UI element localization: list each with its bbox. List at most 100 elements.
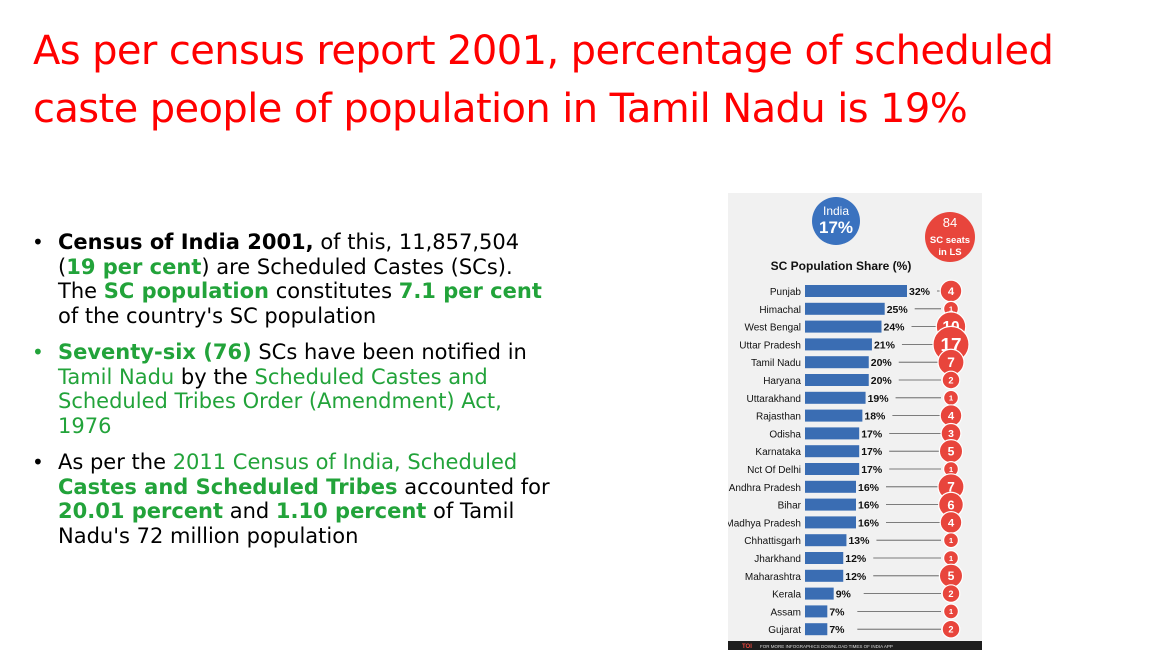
category-label: West Bengal (744, 323, 801, 334)
seat-count: 1 (949, 536, 954, 545)
category-label: Punjab (770, 287, 802, 298)
bullet-marker: • (32, 230, 44, 254)
seat-count: 2 (948, 625, 953, 635)
bar-uttar-pradesh (805, 338, 872, 351)
seats-label-line2: in LS (938, 247, 961, 258)
seat-circle (941, 584, 961, 604)
value-label: 19% (868, 393, 890, 405)
bullet-text-run: Census of India 2001, (58, 230, 314, 254)
seat-circle (941, 370, 961, 390)
category-label: Haryana (763, 376, 801, 387)
bullet-text-run: ) are Scheduled Castes (SCs). The (58, 254, 513, 304)
category-label: Uttar Pradesh (739, 340, 801, 351)
value-label: 16% (858, 482, 880, 494)
seat-count: 7 (947, 480, 955, 495)
value-label: 7% (829, 624, 845, 636)
footer-text: FOR MORE INFOGRAPHICS DOWNLOAD TIMES OF … (760, 644, 893, 649)
seat-circle (941, 619, 961, 639)
category-label: Uttarakhand (747, 394, 801, 405)
seat-count: 5 (948, 445, 955, 459)
bar-bihar (805, 498, 856, 511)
slide-title: As per census report 2001, percentage of… (33, 28, 1054, 132)
bullet-text-run: of the country's SC population (58, 303, 377, 328)
seat-count: 6 (947, 497, 954, 512)
value-label: 25% (887, 304, 909, 316)
bullet-text-run: and (223, 499, 276, 523)
seat-count: 4 (948, 518, 955, 530)
category-label: Tamil Nadu (751, 358, 801, 369)
seat-circle (943, 532, 959, 549)
seat-count: 1 (949, 554, 954, 563)
bar-odisha (805, 427, 860, 440)
seat-count: 3 (948, 429, 954, 440)
seat-count: 1 (949, 394, 954, 403)
infographic-footer (728, 641, 982, 650)
bar-andhra-pradesh (805, 480, 856, 493)
bar-haryana (805, 374, 869, 386)
category-label: Madhya Pradesh (728, 518, 801, 529)
seat-circle (943, 603, 959, 620)
value-label: 18% (864, 411, 886, 423)
bar-assam (805, 605, 828, 618)
bar-nct-of-delhi (805, 463, 860, 475)
bullet-list: • Census of India 2001, of this, 11,857,5… (30, 230, 550, 560)
chart-title: SC Population Share (%) (771, 259, 912, 273)
bullet-text-run: Scheduled Castes and Scheduled Tribes Or… (58, 364, 502, 438)
category-label: Odisha (769, 429, 801, 440)
seat-count: 4 (948, 411, 955, 423)
bar-uttarakhand (805, 391, 866, 404)
bar-west-bengal (805, 320, 882, 333)
seat-count: 7 (947, 355, 955, 370)
seat-count: 1 (949, 305, 954, 314)
seat-count: 1 (949, 607, 954, 616)
seats-bubble (925, 212, 975, 262)
bar-gujarat (805, 623, 828, 636)
bullet-text-run: constitutes (269, 279, 399, 303)
value-label: 7% (829, 606, 845, 618)
seats-number: 84 (943, 215, 957, 230)
bullet-item: • Census of India 2001, of this, 11,857,5… (30, 230, 550, 328)
category-label: Gujarat (768, 625, 801, 636)
value-label: 24% (884, 322, 906, 334)
bar-tamil-nadu (805, 356, 869, 369)
value-label: 9% (836, 589, 852, 601)
bullet-text-run: Seventy-six (76) (58, 340, 252, 364)
value-label: 17% (861, 464, 883, 476)
bar-chhattisgarh (805, 534, 847, 547)
sc-population-infographic: India 17% 84 SC seats in LS SC Population Sha… (728, 193, 982, 650)
value-label: 13% (848, 535, 870, 547)
footer-logo: TOI (742, 644, 752, 650)
category-label: Andhra Pradesh (729, 483, 801, 494)
seat-count: 2 (948, 375, 953, 385)
bullet-text-run: of Tamil Nadu's 72 million population (58, 499, 515, 548)
category-label: Kerala (772, 590, 801, 601)
bullet-item: • As per the 2011 Census of India, Schedu… (30, 450, 550, 548)
seats-label-line1: SC seats (930, 235, 970, 246)
india-label: India (823, 204, 849, 218)
value-label: 17% (861, 446, 883, 458)
bullet-text-run: of this, 11,857,504 ( (58, 230, 520, 279)
bullet-text-run: SCs have been notified in (251, 340, 527, 364)
bullet-text-run: 1.10 percent (275, 499, 427, 523)
bullet-text-run: 2011 Census of India, Scheduled (172, 450, 518, 474)
bar-madhya-pradesh (805, 516, 856, 529)
category-label: Assam (770, 607, 801, 618)
bullet-text-run: 19 per cent (66, 254, 202, 279)
bar-himachal (805, 302, 885, 315)
value-label: 17% (861, 428, 883, 440)
bullet-item: • Seventy-six (76) SCs have been notified… (30, 340, 550, 438)
bullet-text-run: Tamil Nadu (58, 364, 175, 389)
category-label: Karnataka (755, 447, 801, 458)
india-value: 17% (819, 218, 853, 237)
bullet-marker: • (32, 450, 44, 474)
value-label: 12% (845, 571, 867, 583)
seat-count: 5 (948, 569, 955, 583)
bullet-text-run: SC population (103, 279, 270, 303)
value-label: 12% (845, 553, 867, 565)
value-label: 21% (874, 339, 896, 351)
value-label: 20% (871, 357, 893, 369)
category-label: Jharkhand (754, 554, 801, 565)
bar-karnataka (805, 445, 860, 458)
bullet-text-run: 7.1 per cent (398, 279, 542, 303)
